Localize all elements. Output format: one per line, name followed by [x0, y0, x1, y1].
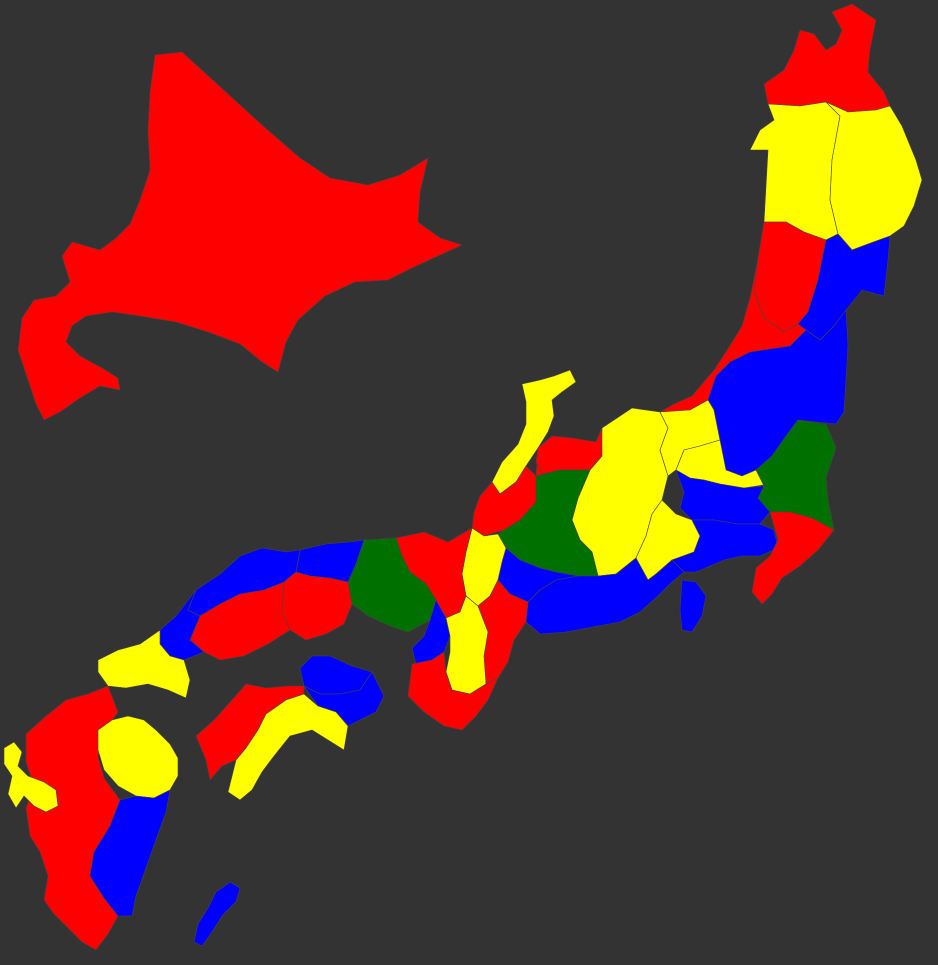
region-hokkaido [17, 51, 463, 421]
region-nagasaki-islands [3, 741, 59, 813]
region-iwate [825, 101, 923, 251]
region-kochi [227, 693, 349, 801]
region-fukuoka [97, 629, 191, 699]
region-miyagi [797, 233, 891, 341]
region-miyazaki [89, 789, 171, 917]
regions-layer [3, 3, 923, 951]
region-oita [97, 715, 179, 799]
region-amami-islands [193, 881, 241, 947]
region-chiba [751, 511, 835, 605]
region-izu-islands [679, 579, 707, 633]
region-wakayama [407, 651, 499, 731]
region-tokyo-kanagawa [671, 519, 779, 573]
